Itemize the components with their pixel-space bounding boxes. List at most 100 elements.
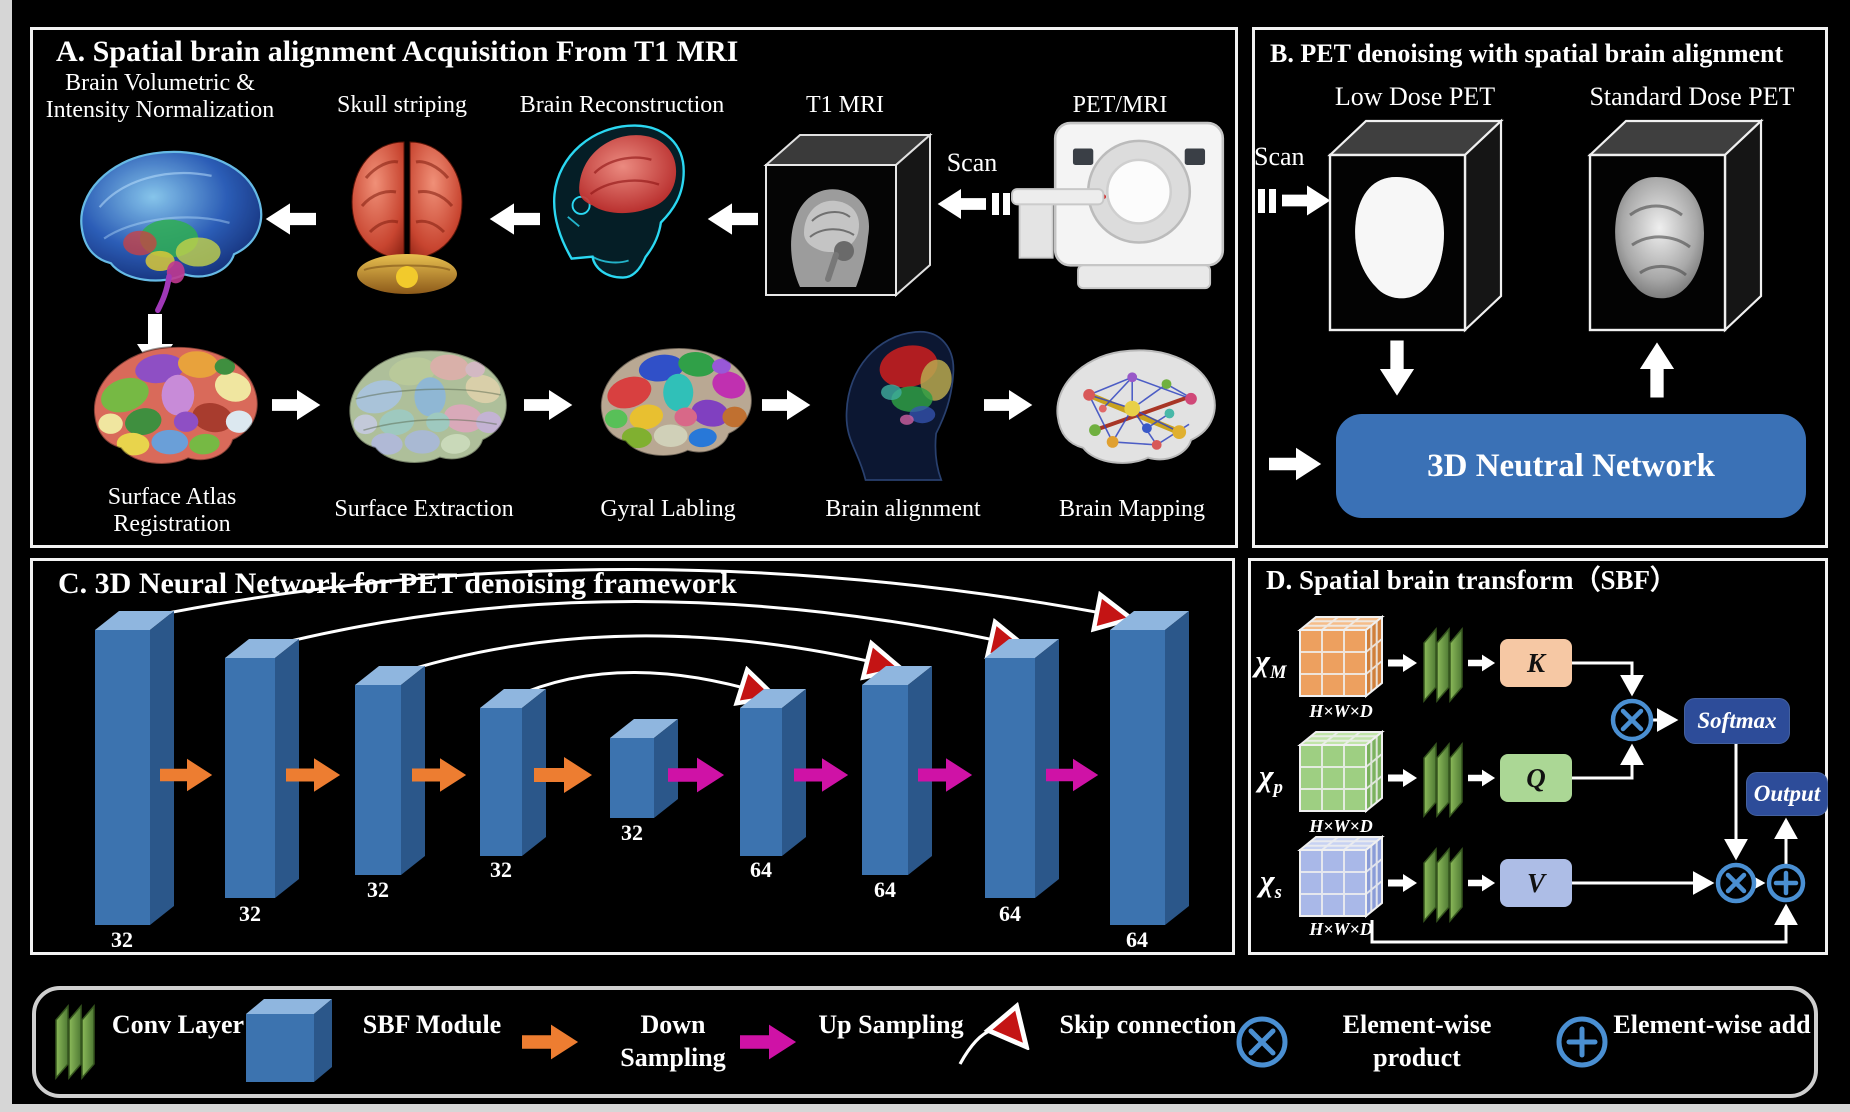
step-label-gyral-labeling: Gyral Labling (600, 496, 736, 522)
conv-stack (1423, 741, 1463, 819)
page-edge-bottom (0, 1104, 1850, 1112)
block-channels-7: 64 (874, 877, 896, 902)
element-wise-product-icon (1236, 1016, 1288, 1068)
flow-arrow-right (762, 390, 811, 420)
multiply-icon (1610, 698, 1654, 742)
step-label-surface-extraction: Surface Extraction (334, 496, 514, 522)
standard-dose-pet-label: Standard Dose PET (1589, 82, 1795, 111)
surface-atlas-brain-icon (92, 345, 259, 465)
flow-arrow-right (1468, 769, 1496, 787)
t1-mri-cube (763, 132, 933, 298)
sbf-block-9 (1110, 611, 1189, 925)
legend-icons (55, 999, 1608, 1082)
legend-label-skip-connection: Skip connection (1059, 1010, 1237, 1039)
sbf-block-8 (985, 639, 1059, 898)
xp-dims: H×W×D (1309, 816, 1373, 836)
brain-reconstruction-icon (552, 124, 685, 279)
flow-arrow-left (707, 203, 758, 235)
add-icon (1766, 863, 1806, 903)
panel-a-title: A. Spatial brain alignment Acquisition F… (56, 35, 739, 68)
flow-arrow-right (984, 390, 1033, 420)
xs-label: χs (1246, 863, 1296, 904)
legend-label-sbf-module: SBF Module (362, 1010, 502, 1039)
chi-symbol: χ (1255, 643, 1270, 678)
panel-d-frame (1248, 558, 1828, 955)
skip-connection-arc (389, 634, 898, 676)
skull-striping-icon (351, 141, 463, 294)
step-label-brain-mapping: Brain Mapping (1059, 496, 1205, 522)
chi-subscript: M (1269, 662, 1287, 684)
scan-label-b: Scan (1254, 142, 1305, 171)
conv-layer-icon (55, 1003, 95, 1081)
block-channels-6: 64 (750, 857, 772, 882)
panel-c-title: C. 3D Neural Network for PET denoising f… (58, 567, 737, 600)
legend-label-up-sampling: Up Sampling (818, 1010, 964, 1039)
scan-label-a: Scan (946, 148, 998, 177)
query-box: Q (1500, 754, 1572, 802)
low-dose-pet-label: Low Dose PET (1334, 82, 1496, 111)
panel-b-frame (1252, 27, 1828, 548)
flow-arrow-down (1379, 340, 1415, 396)
flow-arrow-right (524, 390, 573, 420)
xm-dims: H×W×D (1309, 701, 1373, 721)
panel-a-art (80, 121, 1225, 481)
flow-arrow-right (1388, 654, 1417, 672)
step-label-t1-mri: T1 MRI (806, 92, 884, 118)
skip-connection-arc (261, 600, 1022, 648)
page-edge-left (0, 0, 12, 1112)
panel-c-art (95, 568, 1189, 925)
block-channels-4: 32 (490, 857, 512, 882)
output-box: Output (1746, 772, 1828, 816)
block-channels-5: 32 (621, 820, 643, 845)
skip-connection-icon (958, 1029, 1024, 1065)
standard-dose-pet-cube (1587, 118, 1764, 333)
flow-arrow-up (1639, 342, 1675, 398)
flow-arrow-left (489, 203, 540, 235)
surface-extraction-brain-icon (348, 349, 508, 464)
step-label-volumetric: Brain Volumetric & Intensity Normalizati… (45, 70, 275, 123)
step-label-brain-reconstruction: Brain Reconstruction (519, 92, 725, 118)
element-wise-add-icon (1556, 1016, 1608, 1068)
gyral-labeling-brain-icon (599, 347, 753, 457)
conv-stack (1423, 846, 1463, 924)
down-sampling-icon (522, 1024, 579, 1060)
skip-connection-arc (131, 568, 1128, 620)
flow-arrow-right (1468, 654, 1496, 672)
key-box: K (1500, 639, 1572, 687)
block-channels-1: 32 (111, 927, 133, 952)
flow-arrow-right (272, 390, 321, 420)
scan-arrow-right (1258, 185, 1331, 216)
xs-dims: H×W×D (1309, 919, 1373, 939)
flow-arrow-right (1468, 874, 1496, 892)
panel-b-art (1258, 118, 1764, 481)
sbf-block-1 (95, 611, 174, 925)
block-channels-9: 64 (1126, 927, 1148, 952)
xm-label: χM (1246, 643, 1296, 684)
value-box: V (1500, 859, 1572, 907)
attention-wiring (1370, 661, 1798, 944)
step-label-surface-atlas: Surface Atlas Registration (107, 484, 237, 537)
legend-label-down-sampling: Down Sampling (620, 1010, 726, 1073)
legend-label-element-wise-product: Element-wise product (1342, 1010, 1492, 1073)
blue-brain-icon (80, 150, 263, 314)
block-channels-2: 32 (239, 901, 261, 926)
brain-mapping-icon (1056, 349, 1216, 464)
xp-label: χp (1246, 758, 1296, 799)
unet-blocks (95, 611, 1189, 925)
softmax-box: Softmax (1684, 698, 1790, 744)
flow-arrow-right (1388, 874, 1417, 892)
legend-label-conv-layer: Conv Layer (111, 1010, 245, 1039)
xp-cube (1297, 729, 1385, 814)
block-channels-3: 32 (367, 877, 389, 902)
panel-a-frame (30, 27, 1238, 548)
low-dose-pet-cube (1327, 118, 1504, 333)
scan-arrow-left (937, 189, 1010, 219)
neural-network-box: 3D Neutral Network (1336, 414, 1806, 518)
block-channels-8: 64 (999, 901, 1021, 926)
neural-network-label: 3D Neutral Network (1427, 447, 1715, 484)
multiply-icon (1715, 862, 1757, 904)
sbf-block-5 (610, 719, 678, 818)
flow-arrow-left (265, 203, 316, 235)
panel-c-frame (30, 558, 1235, 955)
